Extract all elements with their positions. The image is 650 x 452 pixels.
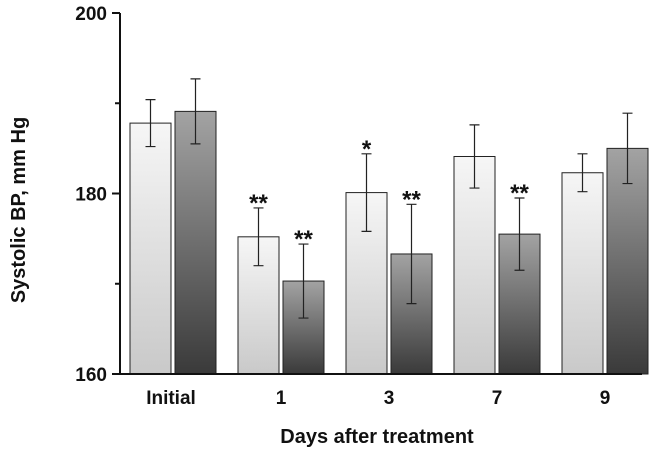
x-tick-label: 1: [276, 388, 287, 409]
error-bar-1-initial: [145, 99, 156, 148]
error-bar-1-3: [361, 153, 372, 233]
x-tick-label: 3: [384, 388, 395, 409]
significance-marker: **: [510, 180, 529, 207]
y-tick-label: 180: [75, 185, 107, 206]
y-tick-label: 200: [75, 4, 107, 25]
error-bar-1-9: [577, 153, 588, 193]
error-bar-2-7: [514, 197, 525, 271]
error-bar-2-9: [622, 112, 633, 185]
x-tick-label: 7: [492, 388, 503, 409]
significance-marker: **: [249, 190, 268, 217]
bar-1-9: [561, 172, 604, 375]
error-bar-1-1: [253, 207, 264, 267]
y-axis-title: Systolic BP, mm Hg: [8, 117, 30, 303]
x-tick-label: Initial: [146, 388, 196, 409]
error-bar-1-7: [469, 124, 480, 189]
bar-1-initial: [129, 122, 172, 375]
error-bar-2-3: [406, 203, 417, 305]
x-axis-title: Days after treatment: [280, 426, 474, 448]
y-tick-label: 160: [75, 365, 107, 386]
significance-marker: **: [402, 186, 421, 213]
error-bar-2-initial: [190, 78, 201, 145]
significance-marker: **: [294, 226, 313, 253]
bar-2-9: [606, 147, 649, 375]
bar-1-7: [453, 155, 496, 375]
x-tick-label: 9: [600, 388, 611, 409]
significance-marker: *: [362, 136, 372, 163]
error-bar-2-1: [298, 243, 309, 319]
bar-2-initial: [174, 110, 217, 375]
